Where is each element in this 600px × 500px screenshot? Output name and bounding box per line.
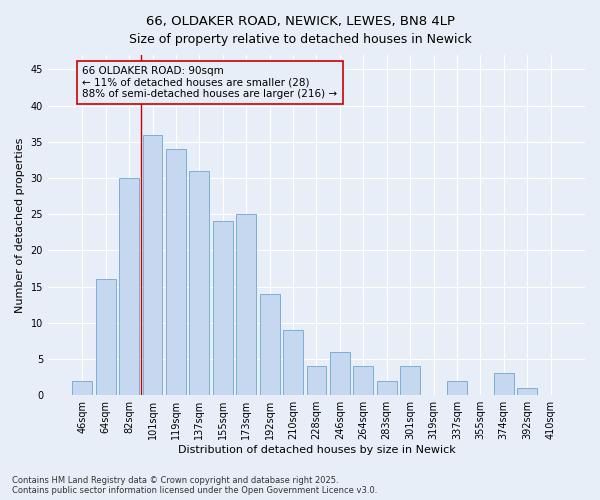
Bar: [260, 294, 280, 395]
Bar: [307, 366, 326, 395]
Bar: [236, 214, 256, 395]
Bar: [400, 366, 420, 395]
X-axis label: Distribution of detached houses by size in Newick: Distribution of detached houses by size …: [178, 445, 455, 455]
Bar: [494, 374, 514, 395]
Bar: [283, 330, 303, 395]
Bar: [73, 380, 92, 395]
Bar: [353, 366, 373, 395]
Bar: [143, 134, 163, 395]
Text: Contains HM Land Registry data © Crown copyright and database right 2025.
Contai: Contains HM Land Registry data © Crown c…: [12, 476, 377, 495]
Bar: [517, 388, 537, 395]
Bar: [119, 178, 139, 395]
Bar: [96, 280, 116, 395]
Bar: [377, 380, 397, 395]
Bar: [190, 171, 209, 395]
Bar: [330, 352, 350, 395]
Text: Size of property relative to detached houses in Newick: Size of property relative to detached ho…: [128, 32, 472, 46]
Y-axis label: Number of detached properties: Number of detached properties: [15, 138, 25, 313]
Bar: [166, 149, 186, 395]
Bar: [213, 222, 233, 395]
Text: 66, OLDAKER ROAD, NEWICK, LEWES, BN8 4LP: 66, OLDAKER ROAD, NEWICK, LEWES, BN8 4LP: [146, 15, 455, 28]
Bar: [447, 380, 467, 395]
Text: 66 OLDAKER ROAD: 90sqm
← 11% of detached houses are smaller (28)
88% of semi-det: 66 OLDAKER ROAD: 90sqm ← 11% of detached…: [82, 66, 337, 99]
